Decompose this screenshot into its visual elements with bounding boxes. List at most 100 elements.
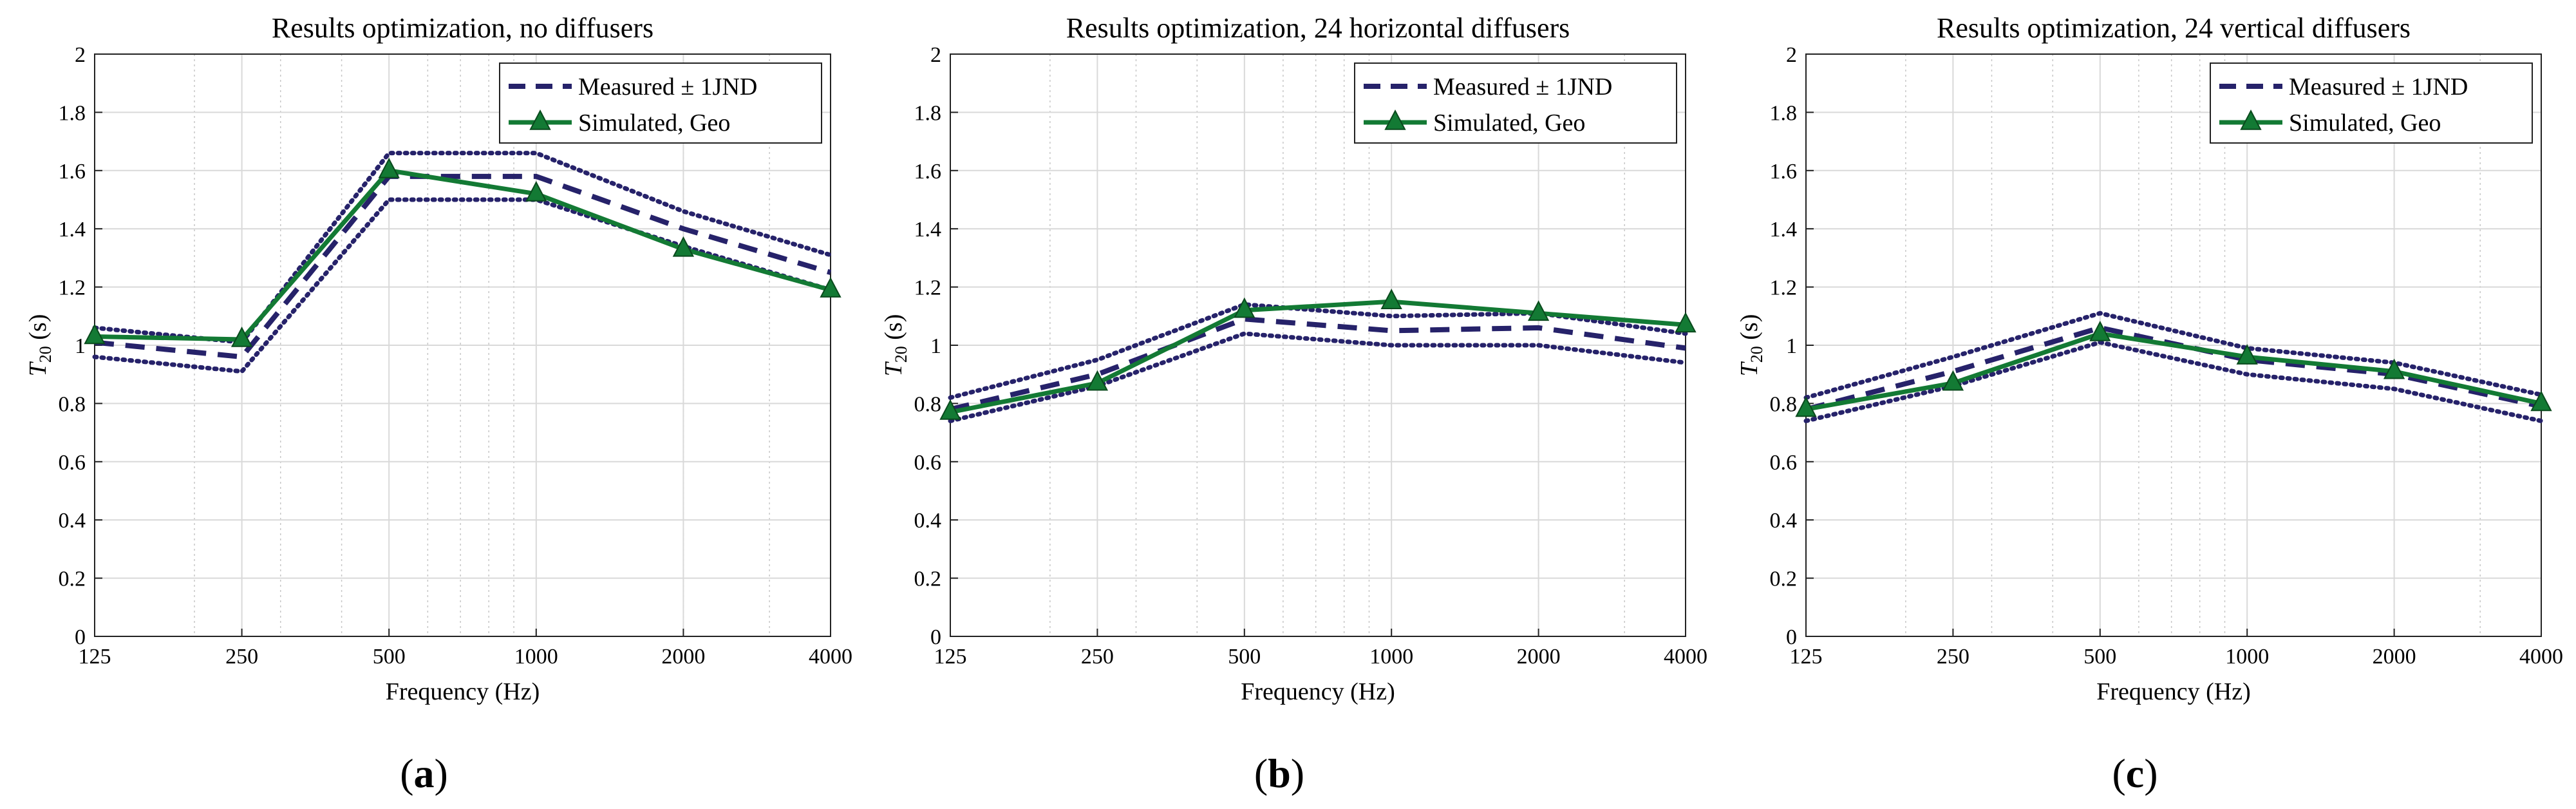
x-tick-label: 4000	[1664, 645, 1707, 669]
x-tick-label: 2000	[661, 645, 705, 669]
y-label-symbol: T	[24, 361, 52, 376]
y-tick-label: 1.8	[1770, 101, 1798, 125]
simulated-point-marker	[1675, 312, 1697, 333]
legend-label-measured: Measured ± 1JND	[578, 73, 757, 100]
y-tick-label: 0.6	[1770, 451, 1798, 475]
x-tick-label: 500	[1228, 645, 1261, 669]
panel-label-letter: c	[2126, 750, 2144, 796]
y-tick-label: 0	[1786, 625, 1797, 649]
x-tick-label: 250	[1937, 645, 1970, 669]
y-tick-label: 0.2	[1770, 567, 1798, 591]
y-tick-label: 1.6	[1770, 160, 1798, 184]
y-tick-label: 0.6	[914, 451, 942, 475]
x-tick-label: 250	[1081, 645, 1114, 669]
y-axis-label: T20 (s)	[24, 314, 55, 377]
x-tick-label: 500	[2083, 645, 2116, 669]
panel-label-open-paren: (	[400, 750, 413, 796]
y-tick-label: 2	[1786, 43, 1797, 67]
y-label-unit: (s)	[880, 314, 907, 347]
y-tick-label: 0.8	[914, 392, 942, 416]
chart-title: Results optimization, 24 vertical diffus…	[1937, 12, 2411, 44]
y-tick-label: 1.4	[1770, 218, 1798, 242]
x-tick-label: 1000	[1369, 645, 1413, 669]
y-tick-label: 0.4	[59, 509, 86, 533]
chart-title: Results optimization, 24 horizontal diff…	[1066, 12, 1570, 44]
panel-label: (b)	[1254, 750, 1304, 796]
y-label-subscript: 20	[892, 346, 910, 363]
y-tick-label: 1.2	[914, 276, 942, 300]
series-measured-upper-jnd	[1803, 310, 2544, 400]
simulated-point-marker	[230, 326, 253, 347]
simulated-point-marker	[525, 180, 547, 202]
y-tick-label: 1.4	[914, 218, 942, 242]
x-tick-label: 2000	[2373, 645, 2416, 669]
panel-label-close-paren: )	[2144, 750, 2158, 796]
legend-label-measured: Measured ± 1JND	[2289, 73, 2468, 100]
x-tick-label: 250	[225, 645, 258, 669]
y-tick-label: 1	[75, 334, 86, 358]
series-measured	[950, 316, 1686, 412]
y-label-subscript: 20	[1747, 346, 1766, 363]
y-tick-label: 1	[930, 334, 941, 358]
y-label-subscript: 20	[36, 346, 55, 363]
panel-label-letter: a	[414, 750, 435, 796]
legend-box	[1354, 62, 1677, 144]
simulated-point-marker	[2383, 358, 2405, 379]
series-simulated	[950, 299, 1686, 415]
x-tick-label: 500	[373, 645, 406, 669]
panel-label: (a)	[400, 750, 448, 796]
legend-marker-simulated	[1384, 109, 1406, 130]
legend: Measured ± 1JND Simulated, Geo	[499, 62, 822, 144]
y-tick-label: 1.2	[59, 276, 86, 300]
chart-panel-c: 0 0.2 0.4 0.6 0.8 1 1.2 1.4 1.6 1.8 2 125 250 500 1000…	[1736, 12, 2563, 796]
panel-label-close-paren: )	[435, 750, 448, 796]
panel-label-close-paren: )	[1291, 750, 1304, 796]
y-tick-label: 2	[75, 43, 86, 67]
simulated-point-marker	[939, 399, 961, 420]
simulated-point-marker	[84, 323, 106, 345]
chart-panel-b: 0 0.2 0.4 0.6 0.8 1 1.2 1.4 1.6 1.8 2 125 250 500 1000…	[880, 12, 1707, 796]
legend: Measured ± 1JND Simulated, Geo	[2210, 62, 2533, 144]
legend-label-simulated: Simulated, Geo	[1433, 109, 1585, 137]
y-tick-label: 0	[930, 625, 941, 649]
legend-box	[2210, 62, 2533, 144]
y-tick-label: 0.6	[59, 451, 86, 475]
series-simulated	[1805, 331, 2542, 412]
y-axis-label: T20 (s)	[1736, 314, 1766, 377]
y-tick-label: 1.6	[59, 160, 86, 184]
simulated-point-marker	[820, 277, 841, 298]
series-simulated	[94, 168, 831, 342]
legend-label-simulated: Simulated, Geo	[2289, 109, 2441, 137]
y-tick-label: 0.4	[914, 509, 942, 533]
x-tick-label: 125	[79, 645, 111, 669]
chart-title: Results optimization, no diffusers	[272, 12, 653, 44]
series-measured-lower-jnd	[1803, 339, 2544, 424]
simulated-point-marker	[2089, 320, 2111, 341]
legend-label-simulated: Simulated, Geo	[578, 109, 730, 137]
legend-label-measured: Measured ± 1JND	[1433, 73, 1612, 100]
y-tick-label: 0.2	[914, 567, 942, 591]
x-tick-label: 125	[934, 645, 967, 669]
y-tick-label: 1	[1786, 334, 1797, 358]
x-axis-label: Frequency (Hz)	[386, 678, 540, 705]
y-label-symbol: T	[880, 361, 907, 376]
simulated-point-marker	[1527, 300, 1550, 321]
legend-marker-simulated	[529, 109, 551, 130]
simulated-point-marker	[1380, 289, 1402, 309]
x-tick-label: 125	[1790, 645, 1823, 669]
panel-label-open-paren: (	[1254, 750, 1268, 796]
x-tick-label: 2000	[1517, 645, 1561, 669]
x-tick-label: 1000	[2225, 645, 2269, 669]
y-tick-label: 1.6	[914, 160, 942, 184]
panel-label-open-paren: (	[2112, 750, 2125, 796]
x-axis-label: Frequency (Hz)	[2096, 678, 2251, 705]
y-tick-label: 2	[930, 43, 941, 67]
panel-label: (c)	[2112, 750, 2158, 796]
y-tick-label: 1.8	[59, 101, 86, 125]
y-tick-label: 0.4	[1770, 509, 1798, 533]
y-tick-label: 0.2	[59, 567, 86, 591]
y-tick-label: 0.8	[1770, 392, 1798, 416]
simulated-point-marker	[2236, 344, 2258, 365]
panel-label-letter: b	[1268, 750, 1291, 796]
